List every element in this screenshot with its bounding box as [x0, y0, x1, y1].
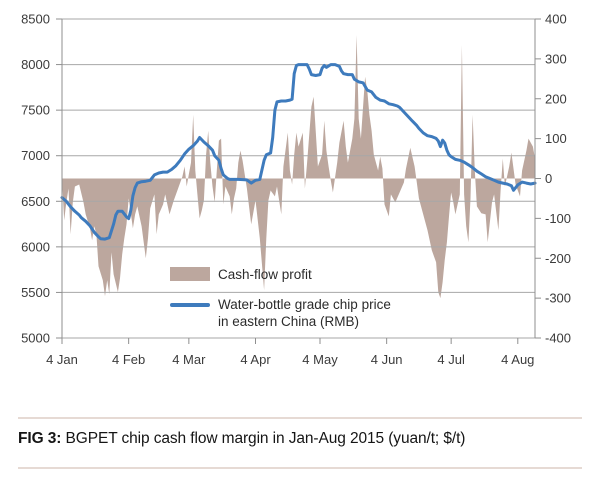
x-axis-labels: 4 Jan 4 Feb 4 Mar 4 Apr 4 May 4 Jun 4 Jul 4 Aug: [46, 352, 534, 367]
right-axis-tick-label: -200: [545, 251, 571, 266]
axes-and-ticks: [56, 18, 541, 344]
left-axis-tick-label: 6000: [21, 239, 50, 254]
right-axis-tick-label: 100: [545, 131, 567, 146]
x-axis-tick-label: 4 Mar: [172, 352, 206, 367]
x-axis-tick-label: 4 May: [302, 352, 338, 367]
right-axis-labels: 400 300 200 100 0 -100 -200 -300 -400: [545, 12, 571, 346]
caption-label: FIG 3:: [18, 430, 62, 447]
legend-label-line: Water-bottle grade chip price in eastern…: [218, 296, 391, 330]
left-axis-tick-label: 8500: [21, 12, 50, 27]
cash-flow-profit-area: [62, 35, 535, 299]
left-axis-tick-label: 6500: [21, 194, 50, 209]
legend-item-chip-price: Water-bottle grade chip price in eastern…: [170, 296, 391, 330]
right-axis-tick-label: 400: [545, 12, 567, 27]
x-axis-tick-label: 4 Feb: [112, 352, 145, 367]
left-axis-tick-label: 5000: [21, 331, 50, 346]
left-axis-tick-label: 8000: [21, 57, 50, 72]
legend-label-line-2: in eastern China (RMB): [218, 314, 360, 329]
right-axis-tick-label: -400: [545, 331, 571, 346]
left-axis-tick-label: 5500: [21, 285, 50, 300]
gridlines: [62, 18, 535, 339]
left-axis-tick-label: 7500: [21, 103, 50, 118]
right-axis-tick-label: 300: [545, 51, 567, 66]
x-axis-tick-label: 4 Jan: [46, 352, 78, 367]
chip-price-polyline: [60, 63, 537, 241]
right-axis-tick-label: 200: [545, 91, 567, 106]
right-axis-tick-label: 0: [545, 171, 552, 186]
x-axis-tick-label: 4 Aug: [501, 352, 534, 367]
area-swatch: [170, 267, 210, 281]
line-swatch: [170, 303, 210, 307]
chart-canvas: 8500 8000 7500 7000 6500 6000 5500 5000 400 300 2…: [21, 12, 571, 368]
left-axis-tick-label: 7000: [21, 148, 50, 163]
right-axis-tick-label: -100: [545, 211, 571, 226]
x-axis-tick-label: 4 Apr: [240, 352, 271, 367]
legend-label-line-1: Water-bottle grade chip price: [218, 297, 391, 312]
caption-text: BGPET chip cash flow margin in Jan-Aug 2…: [61, 430, 466, 447]
left-axis-labels: 8500 8000 7500 7000 6500 6000 5500 5000: [21, 12, 50, 346]
right-axis-tick-label: -300: [545, 291, 571, 306]
chip-price-line: [60, 63, 537, 241]
cash-flow-profit-polygon: [62, 35, 535, 299]
x-axis-tick-label: 4 Jul: [437, 352, 465, 367]
caption-top-rule: [18, 417, 582, 419]
caption-bottom-rule: [18, 467, 582, 469]
legend-label-area: Cash-flow profit: [218, 267, 312, 282]
x-axis-tick-label: 4 Jun: [371, 352, 403, 367]
legend-item-cash-flow-profit: Cash-flow profit: [170, 266, 312, 283]
figure-caption: FIG 3: BGPET chip cash flow margin in Ja…: [18, 430, 588, 448]
